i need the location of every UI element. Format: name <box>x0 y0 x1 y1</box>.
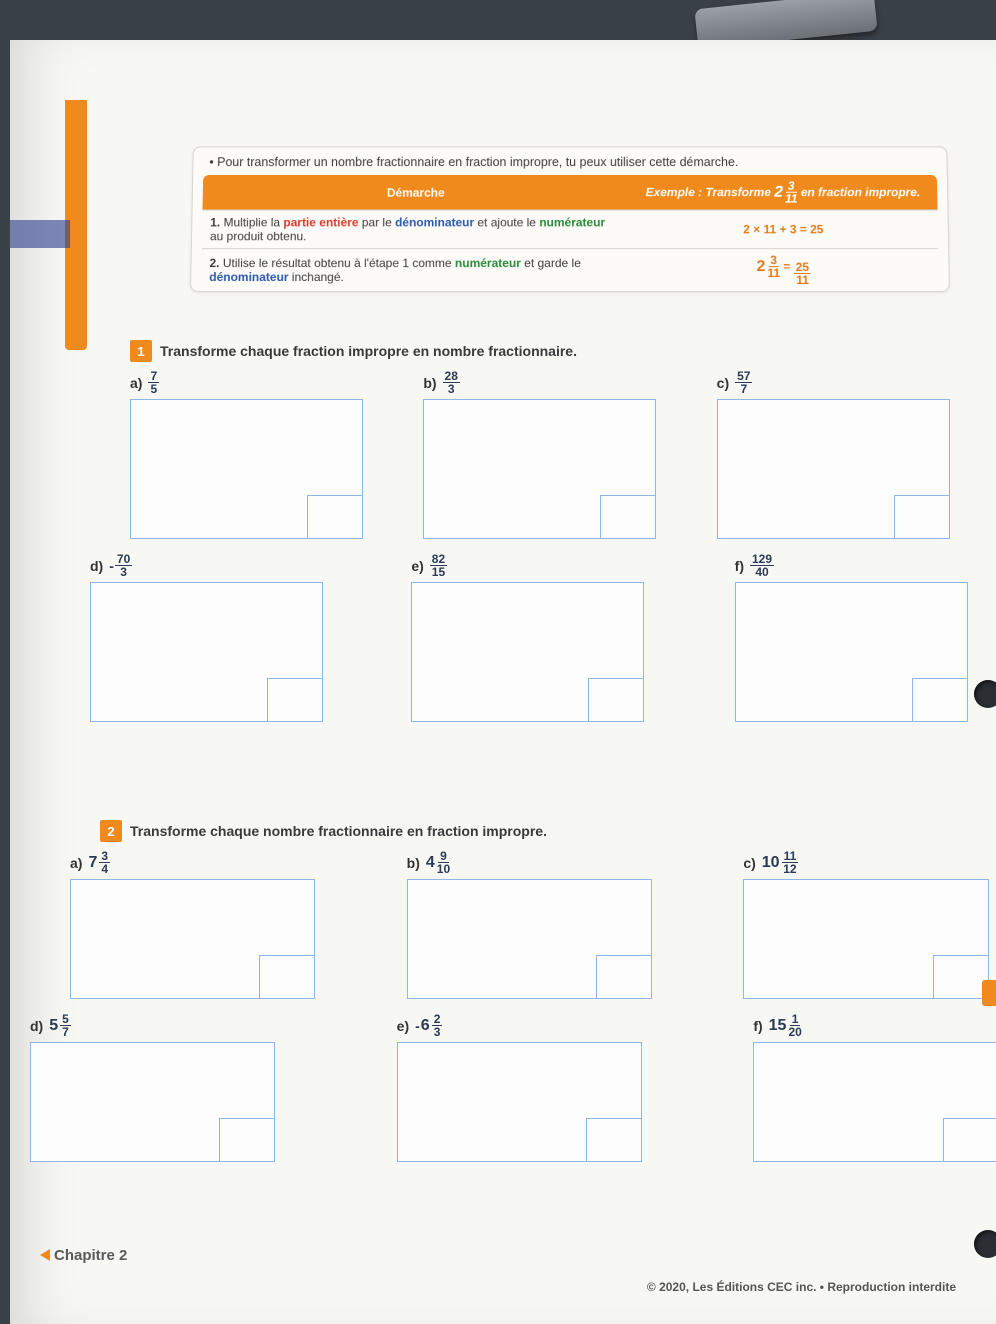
row1-right: 2 × 11 + 3 = 25 <box>629 210 938 249</box>
ex1-number: 1 <box>130 340 152 362</box>
exercise-item: d)-703 <box>90 553 343 722</box>
ex2-title: Transforme chaque nombre fractionnaire e… <box>130 823 547 839</box>
answer-box[interactable] <box>259 955 315 999</box>
answer-box[interactable] <box>586 1118 642 1162</box>
right-orange-tab <box>982 980 996 1006</box>
item-label: d)-703 <box>90 553 343 578</box>
instruction-box: • Pour transformer un nombre fractionnai… <box>190 146 950 291</box>
punch-hole <box>974 1230 996 1258</box>
answer-box[interactable] <box>596 955 652 999</box>
th-exemple: Exemple : Transforme 2 3 11 en fraction … <box>629 175 938 210</box>
exercise-1: 1 Transforme chaque fraction impropre en… <box>130 340 970 722</box>
exercise-item: b)4910 <box>407 850 674 999</box>
exercise-item: d)557 <box>30 1013 297 1162</box>
ex2-number: 2 <box>100 820 122 842</box>
row1-left-text: Multiplie la partie entière par le dénom… <box>210 215 605 243</box>
row2-left: 2. Utilise le résultat obtenu à l'étape … <box>201 249 629 291</box>
answer-box[interactable] <box>933 955 989 999</box>
ex1-grid: a)75b)283c)577d)-703e)8215f)12940 <box>130 370 970 722</box>
item-label: a)734 <box>70 850 337 875</box>
exercise-2: 2 Transforme chaque nombre fractionnaire… <box>100 820 980 1162</box>
work-box[interactable] <box>735 582 968 722</box>
punch-hole <box>974 680 996 708</box>
answer-box[interactable] <box>600 495 656 539</box>
ex2-grid: a)734b)4910c)101112d)557e)-623f)15120 <box>100 850 980 1162</box>
exercise-item: a)734 <box>70 850 337 999</box>
item-label: e)-623 <box>397 1013 664 1038</box>
work-box[interactable] <box>753 1042 996 1162</box>
work-box[interactable] <box>90 582 323 722</box>
work-box[interactable] <box>423 399 656 539</box>
answer-box[interactable] <box>894 495 950 539</box>
row2-right: 2 3 11 = 25 11 <box>629 249 939 291</box>
exercise-item: c)577 <box>717 370 970 539</box>
item-label: f)12940 <box>735 553 988 578</box>
ex1-title: Transforme chaque fraction impropre en n… <box>160 343 577 359</box>
page-paper: • Pour transformer un nombre fractionnai… <box>10 40 996 1324</box>
exercise-item: c)101112 <box>743 850 996 999</box>
item-label: c)101112 <box>743 850 996 875</box>
answer-box[interactable] <box>219 1118 275 1162</box>
answer-box[interactable] <box>267 678 323 722</box>
answer-box[interactable] <box>588 678 644 722</box>
exercise-item: f)15120 <box>753 1013 996 1162</box>
item-label: f)15120 <box>753 1013 996 1038</box>
exercise-item: f)12940 <box>735 553 988 722</box>
row1-left: 1. Multiplie la partie entière par le dé… <box>202 210 629 249</box>
intro-text: • Pour transformer un nombre fractionnai… <box>209 155 933 169</box>
row2-left-text: Utilise le résultat obtenu à l'étape 1 c… <box>209 256 581 284</box>
work-box[interactable] <box>397 1042 642 1162</box>
item-label: a)75 <box>130 370 383 395</box>
work-box[interactable] <box>743 879 988 999</box>
work-box[interactable] <box>717 399 950 539</box>
chapter-label: Chapitre 2 <box>40 1247 127 1264</box>
work-box[interactable] <box>411 582 644 722</box>
left-blue-tab <box>10 220 70 248</box>
answer-box[interactable] <box>307 495 363 539</box>
demarche-table: Démarche Exemple : Transforme 2 3 11 en … <box>201 175 939 291</box>
ex1-heading: 1 Transforme chaque fraction impropre en… <box>130 340 970 362</box>
work-box[interactable] <box>70 879 315 999</box>
exercise-item: a)75 <box>130 370 383 539</box>
copyright-text: © 2020, Les Éditions CEC inc. • Reproduc… <box>647 1280 956 1294</box>
th-demarche: Démarche <box>203 175 629 210</box>
ex2-heading: 2 Transforme chaque nombre fractionnaire… <box>100 820 980 842</box>
work-box[interactable] <box>130 399 363 539</box>
answer-box[interactable] <box>912 678 968 722</box>
item-label: d)557 <box>30 1013 297 1038</box>
item-label: e)8215 <box>411 553 664 578</box>
item-label: b)283 <box>423 370 676 395</box>
item-label: b)4910 <box>407 850 674 875</box>
work-box[interactable] <box>407 879 652 999</box>
answer-box[interactable] <box>943 1118 996 1162</box>
work-box[interactable] <box>30 1042 275 1162</box>
exercise-item: e)-623 <box>397 1013 664 1162</box>
exercise-item: b)283 <box>423 370 676 539</box>
exercise-item: e)8215 <box>411 553 664 722</box>
item-label: c)577 <box>717 370 970 395</box>
